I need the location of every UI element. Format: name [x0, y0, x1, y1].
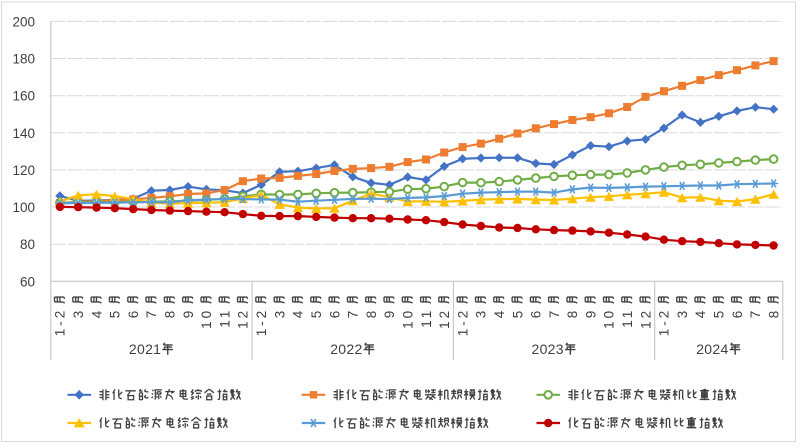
svg-text:11: 11 [419, 308, 434, 328]
svg-text:11: 11 [620, 308, 635, 328]
svg-text:10: 10 [199, 308, 214, 329]
svg-text:9: 9 [583, 308, 598, 319]
svg-text:11: 11 [217, 308, 232, 328]
svg-text:6: 6 [529, 308, 544, 319]
svg-text:5: 5 [309, 308, 324, 319]
svg-text:2022: 2022 [330, 341, 362, 357]
svg-text:4: 4 [492, 308, 507, 319]
svg-text:140: 140 [12, 126, 35, 141]
svg-text:9: 9 [181, 308, 196, 319]
svg-text:2024: 2024 [696, 341, 728, 357]
svg-text:1-2: 1-2 [455, 308, 470, 337]
svg-text:8: 8 [163, 308, 178, 319]
svg-text:12: 12 [236, 308, 251, 329]
svg-text:3: 3 [71, 308, 86, 319]
svg-text:7: 7 [547, 308, 562, 319]
svg-text:6: 6 [327, 308, 342, 319]
svg-text:12: 12 [638, 308, 653, 329]
svg-text:1-2: 1-2 [254, 308, 269, 337]
svg-text:5: 5 [108, 308, 123, 319]
svg-text:12: 12 [437, 308, 452, 329]
svg-text:9: 9 [382, 308, 397, 319]
svg-text:7: 7 [346, 308, 361, 319]
svg-text:60: 60 [20, 274, 35, 289]
svg-text:2023: 2023 [532, 341, 564, 357]
svg-text:8: 8 [364, 308, 379, 319]
svg-text:80: 80 [20, 237, 35, 252]
svg-text:1-2: 1-2 [53, 308, 68, 337]
svg-text:5: 5 [712, 308, 727, 319]
svg-text:200: 200 [12, 14, 35, 29]
svg-text:4: 4 [693, 308, 708, 319]
svg-text:4: 4 [89, 308, 104, 319]
svg-text:1-2: 1-2 [657, 308, 672, 337]
svg-text:160: 160 [12, 89, 35, 104]
svg-text:10: 10 [401, 308, 416, 329]
svg-text:3: 3 [272, 308, 287, 319]
svg-text:10: 10 [602, 308, 617, 329]
svg-text:180: 180 [12, 52, 35, 67]
svg-text:5: 5 [510, 308, 525, 319]
svg-text:6: 6 [730, 308, 745, 319]
svg-text:7: 7 [748, 308, 763, 319]
svg-text:100: 100 [12, 200, 35, 215]
svg-text:3: 3 [675, 308, 690, 319]
svg-text:3: 3 [474, 308, 489, 319]
svg-text:2021: 2021 [129, 341, 161, 357]
svg-text:8: 8 [565, 308, 580, 319]
svg-text:4: 4 [291, 308, 306, 319]
svg-text:6: 6 [126, 308, 141, 319]
svg-text:7: 7 [144, 308, 159, 319]
svg-text:120: 120 [12, 163, 35, 178]
svg-text:8: 8 [766, 308, 781, 319]
